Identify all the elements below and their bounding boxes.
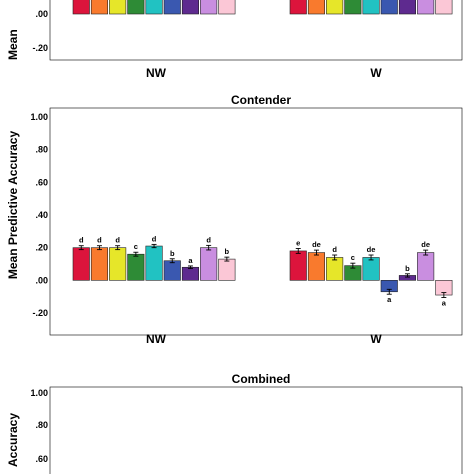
panel-contender-errorbar-nw-4: [151, 243, 157, 249]
panel-contender-ytick-1: .80: [35, 145, 48, 155]
panel-contender-letter-w-0: e: [296, 238, 300, 247]
panel-contender-bar-nw-4: [145, 245, 163, 281]
panel-contender-errorbar-w-2: [332, 254, 338, 261]
panel-top-bar-nw-1: [90, 0, 108, 15]
panel-contender-bar-nw-1: [90, 247, 108, 281]
panel-contender-errorbar-w-6: [404, 273, 410, 278]
panel-contender-errorbar-w-0: [295, 248, 301, 254]
panel-contender-letter-w-8: a: [442, 298, 447, 307]
panel-contender-letter-nw-8: b: [225, 247, 230, 256]
panel-contender-letter-nw-5: b: [170, 249, 175, 258]
panel-contender-bar-w-4: [362, 257, 380, 281]
panel-contender-bar-nw-3: [127, 253, 145, 281]
panel-top-bar-w-3: [344, 0, 362, 15]
panel-top-bar-nw-2: [109, 0, 127, 15]
panel-contender-letter-w-7: de: [421, 240, 430, 249]
panel-top-bar-nw-7: [200, 0, 218, 15]
panel-top-bar-nw-5: [163, 0, 181, 15]
panel-top-frame: [49, 0, 463, 61]
panel-contender-ytick-2: .60: [35, 177, 48, 187]
panel-contender-category-w: W: [370, 332, 382, 346]
panel-top-category-nw: NW: [146, 66, 167, 80]
panel-top-bar-nw-3: [127, 0, 145, 15]
panel-contender-title: Contender: [231, 93, 291, 107]
panel-contender-bar-nw-7: [200, 247, 218, 281]
panel-contender-letter-w-1: de: [312, 240, 321, 249]
panel-top-bar-w-0: [289, 0, 307, 15]
panel-contender-errorbar-nw-5: [169, 258, 175, 264]
panel-contender-bar-nw-8: [218, 258, 236, 281]
panel-contender-letter-nw-6: a: [188, 256, 193, 265]
panel-contender-ytick-6: -.20: [32, 308, 48, 318]
panel-combined-frame: [49, 386, 463, 474]
panel-top-ylabel: Mean: [6, 29, 20, 60]
panel-contender-ytick-5: .00: [35, 275, 48, 285]
panel-contender-errorbar-w-3: [350, 262, 356, 269]
panel-contender-bar-nw-6: [181, 266, 199, 281]
panel-contender-errorbar-nw-7: [206, 244, 212, 251]
panel-top-ytick-0: .00: [35, 9, 48, 19]
panel-contender-letter-w-3: c: [351, 253, 355, 262]
panel-top-category-w: W: [370, 66, 382, 80]
panel-contender-errorbar-w-5: [386, 288, 392, 295]
panel-top-bar-w-5: [380, 0, 398, 15]
panel-contender-errorbar-w-4: [368, 254, 374, 261]
panel-contender-frame: [49, 107, 463, 336]
panel-contender-bar-nw-2: [109, 247, 127, 281]
panel-contender-letter-w-4: de: [367, 245, 376, 254]
panel-contender-errorbar-nw-6: [187, 265, 193, 270]
panel-top-bar-w-8: [435, 0, 453, 15]
panel-top-bar-nw-6: [181, 0, 199, 15]
panel-contender-letter-nw-7: d: [206, 235, 211, 244]
panel-contender-errorbar-nw-8: [224, 256, 230, 262]
panel-contender-letter-w-5: a: [387, 295, 392, 304]
panel-contender-letter-nw-4: d: [152, 234, 157, 243]
panel-contender-errorbar-nw-2: [115, 245, 121, 251]
panel-contender-letter-nw-0: d: [79, 236, 84, 245]
panel-top-bar-nw-4: [145, 0, 163, 15]
panel-top-bar-w-7: [417, 0, 435, 15]
panel-top-bars: [72, 0, 453, 15]
panel-top: Mean .00 -.20 NW W: [6, 0, 463, 80]
panel-combined-ylabel: Accuracy: [6, 413, 20, 467]
panel-top-ytick-1: -.20: [32, 43, 48, 53]
panel-contender-bars: d d d c d b a d b e de d c de a b de a: [72, 234, 453, 307]
panel-contender-ytick-0: 1.00: [30, 112, 48, 122]
panel-contender-errorbar-w-1: [313, 249, 319, 256]
panel-contender-bar-w-0: [289, 250, 307, 281]
panel-top-bar-nw-0: [72, 0, 90, 15]
panel-combined-title: Combined: [232, 372, 291, 386]
panel-top-bar-w-2: [326, 0, 344, 15]
panel-contender-errorbar-w-8: [441, 292, 447, 298]
panel-top-bar-w-4: [362, 0, 380, 15]
panel-contender-ytick-3: .40: [35, 210, 48, 220]
panel-contender-letter-w-6: b: [405, 264, 410, 273]
panel-contender-errorbar-w-7: [423, 249, 429, 256]
panel-top-bar-w-6: [398, 0, 417, 15]
panel-contender-ylabel: Mean Predictive Accuracy: [6, 131, 20, 280]
panel-contender-bar-w-1: [307, 252, 326, 281]
panel-contender-bar-w-7: [417, 252, 435, 281]
panel-contender-bar-w-2: [326, 257, 344, 281]
panel-contender-letter-nw-2: d: [115, 236, 120, 245]
panel-contender-yticks: 1.00 .80 .60 .40 .20 .00 -.20: [30, 112, 48, 318]
panel-contender-ytick-4: .20: [35, 243, 48, 253]
panel-contender-errorbar-nw-3: [133, 251, 139, 257]
panel-contender-letter-nw-3: c: [134, 242, 138, 251]
panel-contender-letter-w-2: d: [332, 245, 337, 254]
panel-top-bar-w-1: [307, 0, 326, 15]
panel-combined-ytick-2: .60: [35, 454, 48, 464]
panel-combined-ytick-1: .80: [35, 420, 48, 430]
panel-contender-category-nw: NW: [146, 332, 167, 346]
panel-top-bar-nw-8: [218, 0, 236, 15]
panel-contender: Contender Mean Predictive Accuracy 1.00.…: [6, 93, 463, 346]
panel-contender-errorbar-nw-0: [78, 245, 84, 251]
panel-combined-ytick-0: 1.00: [30, 388, 48, 398]
panel-contender-bar-nw-0: [72, 247, 90, 281]
panel-contender-bar-nw-5: [163, 260, 181, 281]
panel-contender-letter-nw-1: d: [97, 236, 102, 245]
panel-combined: Combined Accuracy 1.00 .80 .60: [6, 372, 463, 474]
panel-contender-errorbar-nw-1: [96, 245, 102, 251]
